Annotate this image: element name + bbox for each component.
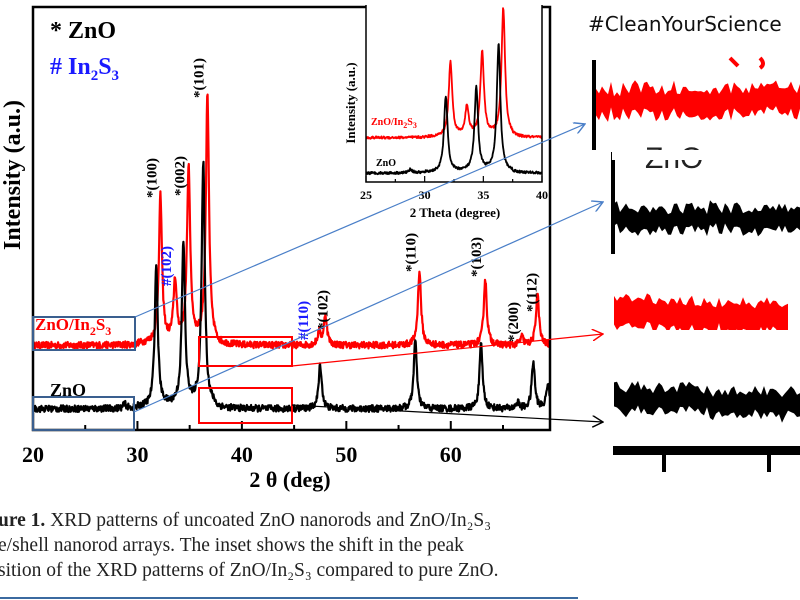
peak-label: *(102): [315, 290, 331, 330]
arrow-1: [134, 124, 585, 318]
magnified-noise: [614, 380, 800, 423]
zoom-panels: ZnO: [592, 56, 800, 472]
tick-fragment: [662, 450, 666, 472]
caption-label: ure 1.: [0, 510, 46, 531]
inset-x-tick-label: 35: [477, 188, 489, 202]
series-label-zno-in2s3: ZnO/In2S3: [35, 315, 111, 338]
hashtag-title: #CleanYourScience: [588, 12, 782, 36]
zoom-panel-2: ZnO: [611, 142, 800, 254]
x-tick-label: 20: [22, 442, 44, 467]
peak-label: *(100): [144, 158, 160, 198]
zoom-panel-3: [614, 293, 794, 350]
main-plot: 20 30 40 50 60 2 θ (deg) Intensity (a.u.) * …: [0, 5, 552, 492]
series-line-zno: [366, 43, 542, 176]
series-line-zno: [34, 160, 549, 414]
x-tick-label: 30: [126, 442, 148, 467]
inset-label-zno-in2s3: ZnO/In2S3: [371, 117, 417, 130]
inset-x-axis-label: 2 Theta (degree): [410, 205, 501, 220]
figure-caption: ure 1. XRD patterns of uncoated ZnO nano…: [0, 508, 578, 583]
series-line-zno-in2s3: [366, 7, 542, 140]
peak-label: #(110): [296, 301, 312, 340]
peak-label: *(112): [524, 273, 540, 312]
arrow-3: [291, 334, 603, 367]
plot-frame: [31, 5, 552, 432]
zoom-box-zno-in2s3-low: [32, 316, 136, 351]
inset-x-tick-label: 40: [536, 188, 548, 202]
zoom-panel-4: [613, 380, 800, 472]
caption-line-1: XRD patterns of uncoated ZnO nanorods an…: [45, 510, 492, 531]
series-label-zno: ZnO: [50, 380, 86, 400]
legend: * ZnO # In2S3: [50, 18, 119, 84]
magnified-noise: [614, 200, 800, 237]
peak-label: *(103): [469, 237, 485, 277]
legend-zno: * ZnO: [50, 18, 116, 44]
x-tick-label: 60: [440, 442, 462, 467]
magnified-noise: [614, 293, 788, 338]
inset-x-tick-label: 25: [360, 188, 372, 202]
peak-label: *(002): [173, 156, 189, 196]
tick-fragment: [767, 450, 771, 472]
x-axis-label: 2 θ (deg): [249, 467, 330, 492]
legend-in2s3: # In2S3: [50, 54, 119, 84]
axis-fragment: [613, 446, 800, 455]
zoom-box-zno-in2s3-mid: [198, 336, 293, 367]
x-tick-label: 40: [231, 442, 253, 467]
magnified-noise: [596, 80, 800, 122]
zoom-box-zno-low: [32, 396, 135, 431]
peak-label: *(200): [506, 302, 522, 342]
caption-line-3: sition of the XRD patterns of ZnO/In₂S₃ …: [0, 560, 499, 581]
peak-label: *(110): [403, 233, 419, 272]
zoom-panel-1: [592, 56, 800, 150]
caption-line-2: e/shell nanorod arrays. The inset shows …: [0, 535, 464, 556]
inset-label-zno: ZnO: [376, 158, 396, 169]
peak-label: #(102): [159, 246, 175, 286]
arrow-4: [291, 404, 603, 422]
inset-y-axis-label: Intensity (a.u.): [343, 62, 358, 143]
axis-fragment: [611, 152, 615, 254]
axis-fragment: [592, 60, 596, 150]
x-tick-label: 50: [335, 442, 357, 467]
inset-plot: 25 30 35 40 2 Theta (degree) Intensity (a.u…: [343, 5, 548, 220]
zoom-annotations: [32, 124, 603, 431]
peak-label: *(101): [191, 58, 207, 98]
caption-divider: [0, 597, 578, 599]
y-axis-label: Intensity (a.u.): [0, 100, 26, 250]
arrow-2: [133, 202, 603, 413]
